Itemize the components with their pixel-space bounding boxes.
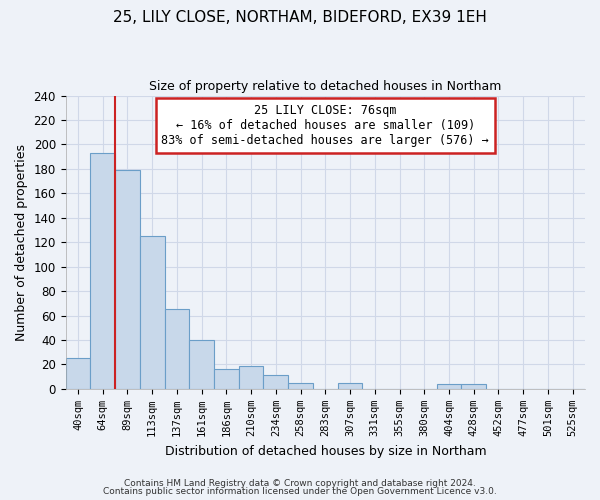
Bar	[437, 384, 461, 389]
Bar	[91, 153, 115, 389]
X-axis label: Distribution of detached houses by size in Northam: Distribution of detached houses by size …	[164, 444, 486, 458]
Bar	[288, 383, 313, 389]
Bar	[140, 236, 164, 389]
Bar	[461, 384, 486, 389]
Title: Size of property relative to detached houses in Northam: Size of property relative to detached ho…	[149, 80, 502, 93]
Text: 25, LILY CLOSE, NORTHAM, BIDEFORD, EX39 1EH: 25, LILY CLOSE, NORTHAM, BIDEFORD, EX39 …	[113, 10, 487, 25]
Bar	[338, 383, 362, 389]
Bar	[115, 170, 140, 389]
Y-axis label: Number of detached properties: Number of detached properties	[15, 144, 28, 341]
Text: Contains public sector information licensed under the Open Government Licence v3: Contains public sector information licen…	[103, 487, 497, 496]
Bar	[263, 376, 288, 389]
Bar	[164, 310, 190, 389]
Text: Contains HM Land Registry data © Crown copyright and database right 2024.: Contains HM Land Registry data © Crown c…	[124, 478, 476, 488]
Bar	[65, 358, 91, 389]
Bar	[239, 366, 263, 389]
Bar	[214, 370, 239, 389]
Text: 25 LILY CLOSE: 76sqm
← 16% of detached houses are smaller (109)
83% of semi-deta: 25 LILY CLOSE: 76sqm ← 16% of detached h…	[161, 104, 489, 148]
Bar	[190, 340, 214, 389]
